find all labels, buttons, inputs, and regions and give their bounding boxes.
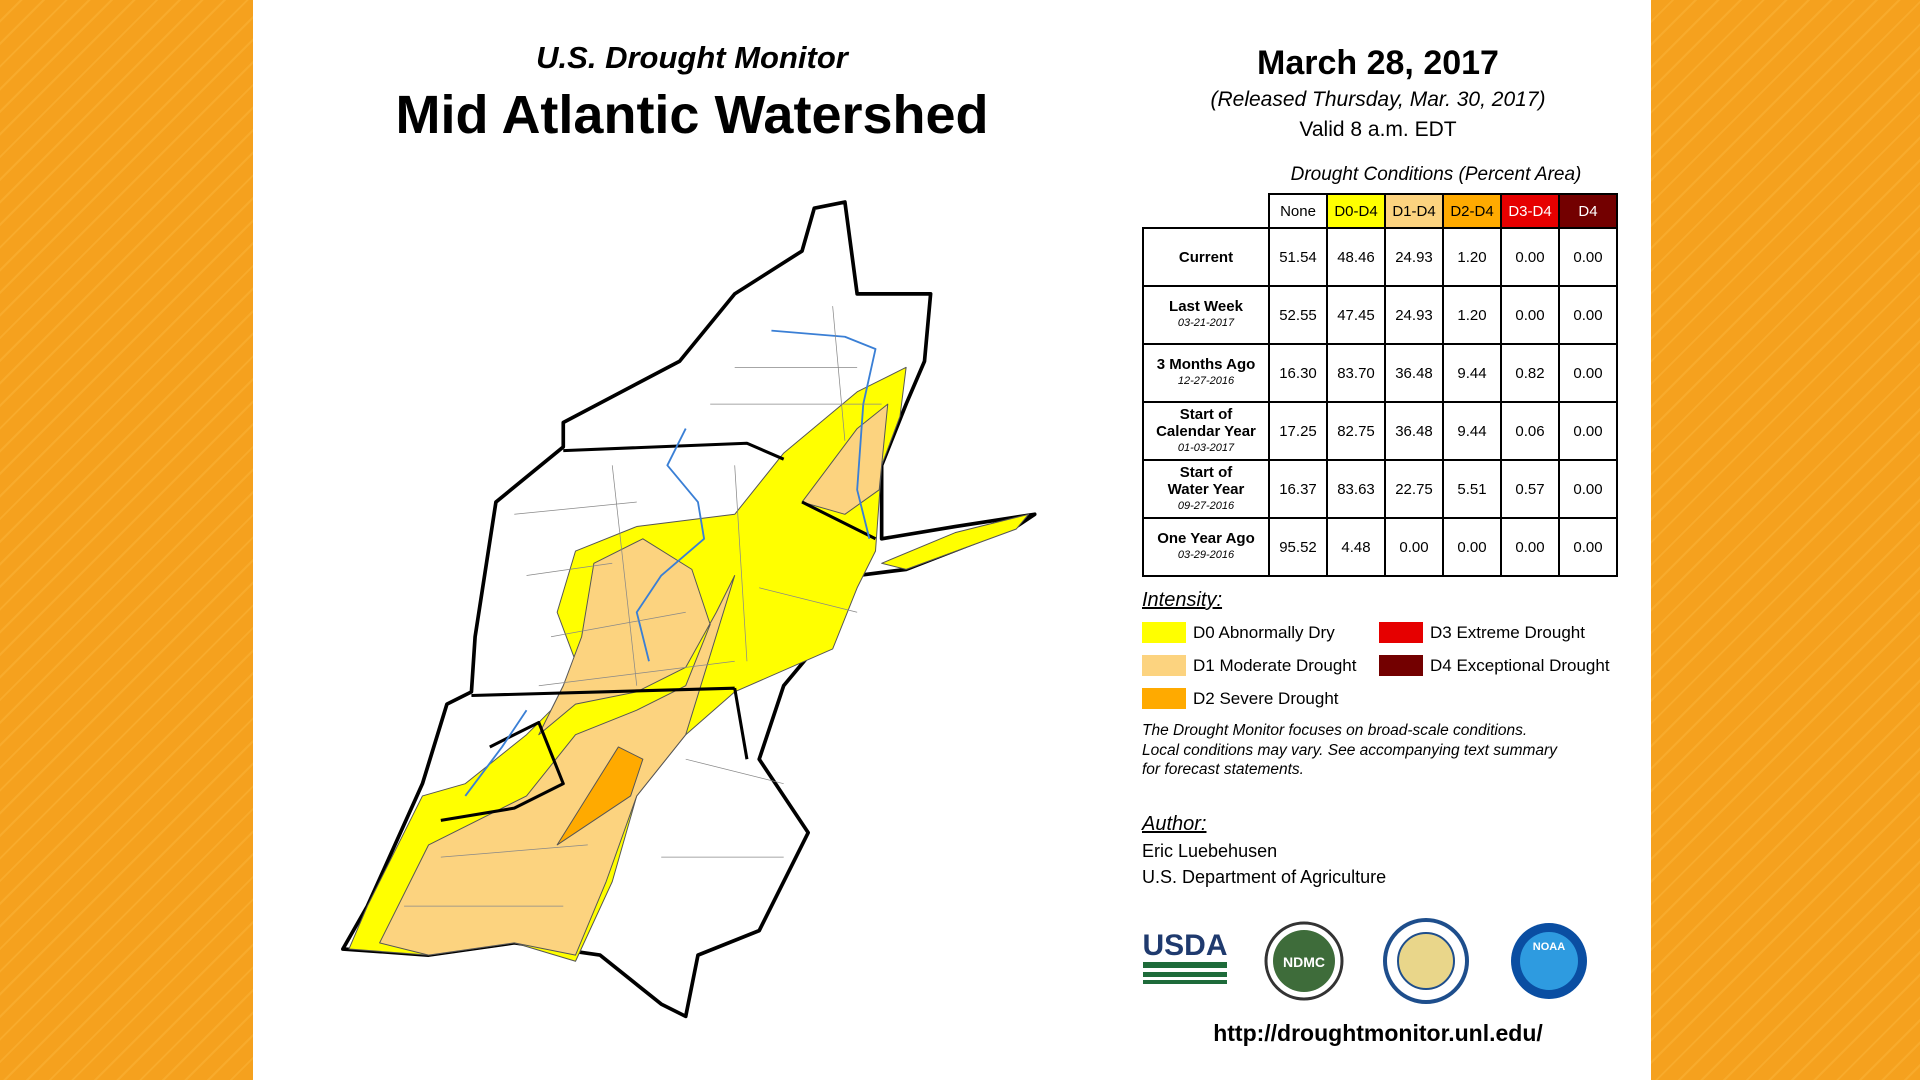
released: (Released Thursday, Mar. 30, 2017) xyxy=(1210,88,1546,111)
cell-value: 17.25 xyxy=(1268,401,1328,461)
row-label-text: Last Week xyxy=(1169,298,1243,315)
cell-value: 0.00 xyxy=(1384,517,1444,577)
map-title: U.S. Drought Monitor xyxy=(536,40,848,75)
cell-value: 0.00 xyxy=(1558,401,1618,461)
cell-value: 0.00 xyxy=(1558,343,1618,403)
row-date: 03-29-2016 xyxy=(1177,549,1235,561)
cell-value: 47.45 xyxy=(1326,285,1386,345)
cell-value: 51.54 xyxy=(1268,227,1328,287)
legend-swatch xyxy=(1379,655,1423,676)
legend-title: Intensity: xyxy=(1142,589,1223,611)
data-row: Start of Calendar Year 01-03-2017 17.25 82.7… xyxy=(1142,401,1618,461)
cell-value: 1.20 xyxy=(1442,285,1502,345)
table-caption: Drought Conditions (Percent Area) xyxy=(1290,164,1582,185)
cell-value: 83.70 xyxy=(1326,343,1386,403)
cell-value: 0.82 xyxy=(1500,343,1560,403)
cell-value: 0.06 xyxy=(1500,401,1560,461)
data-row: 3 Months Ago 12-27-2016 16.30 83.70 36.48 9.4… xyxy=(1142,343,1618,403)
cell-value: 24.93 xyxy=(1384,285,1444,345)
column-header: D0-D4 xyxy=(1326,193,1386,229)
note-line: The Drought Monitor focuses on broad-sca… xyxy=(1142,722,1528,739)
row-label-text: Start of xyxy=(1179,463,1233,481)
cell-value: 0.00 xyxy=(1500,227,1560,287)
cell-value: 95.52 xyxy=(1268,517,1328,577)
row-label: Last Week 03-21-2017 xyxy=(1142,285,1270,345)
cell-value: 0.57 xyxy=(1500,459,1560,519)
cell-value: 48.46 xyxy=(1326,227,1386,287)
author-org: U.S. Department of Agriculture xyxy=(1142,867,1387,887)
cell-value: 9.44 xyxy=(1442,401,1502,461)
drought-table: None D0-D4 D1-D4 D2-D4 D3-D4 D4 Current 51.54 48… xyxy=(1142,193,1618,577)
legend-swatch xyxy=(1142,655,1186,676)
row-label: Start of Water Year 09-27-2016 xyxy=(1142,459,1270,519)
cell-value: 1.20 xyxy=(1442,227,1502,287)
row-label: 3 Months Ago 12-27-2016 xyxy=(1142,343,1270,403)
legend-label: D0 Abnormally Dry xyxy=(1193,623,1335,642)
cell-value: 4.48 xyxy=(1326,517,1386,577)
note-line: Local conditions may vary. See accompany… xyxy=(1142,741,1557,759)
cell-value: 22.75 xyxy=(1384,459,1444,519)
author-heading: Author: xyxy=(1142,813,1207,835)
row-label-text: Water Year xyxy=(1167,480,1245,498)
cell-value: 24.93 xyxy=(1384,227,1444,287)
column-header: D4 xyxy=(1558,193,1618,229)
cell-value: 0.00 xyxy=(1558,227,1618,287)
cell-value: 0.00 xyxy=(1558,285,1618,345)
row-date: 12-27-2016 xyxy=(1177,375,1235,387)
column-header: D1-D4 xyxy=(1384,193,1444,229)
legend-label: D1 Moderate Drought xyxy=(1193,656,1357,675)
cell-value: 16.37 xyxy=(1268,459,1328,519)
cell-value: 36.48 xyxy=(1384,401,1444,461)
column-header: None xyxy=(1268,193,1328,229)
row-label: Start of Calendar Year 01-03-2017 xyxy=(1142,401,1270,461)
cell-value: 0.00 xyxy=(1442,517,1502,577)
valid-time: Valid 8 a.m. EDT xyxy=(1299,118,1457,141)
data-row: One Year Ago 03-29-2016 95.52 4.48 0.00 0.00 0… xyxy=(1142,517,1618,577)
blank-cell xyxy=(1143,194,1269,228)
row-date: 01-03-2017 xyxy=(1177,441,1235,454)
legend-label: D2 Severe Drought xyxy=(1193,689,1339,708)
cell-value: 0.00 xyxy=(1558,517,1618,577)
cell-value: 52.55 xyxy=(1268,285,1328,345)
data-row: Current 51.54 48.46 24.93 1.20 0.00 0.00 xyxy=(1142,227,1618,287)
column-header: D2-D4 xyxy=(1442,193,1502,229)
cell-value: 9.44 xyxy=(1442,343,1502,403)
note-line: for forecast statements. xyxy=(1142,761,1304,778)
legend-swatch xyxy=(1142,688,1186,709)
cell-value: 82.75 xyxy=(1326,401,1386,461)
date: March 28, 2017 xyxy=(1257,44,1499,82)
legend-swatch xyxy=(1142,622,1186,643)
url[interactable]: http://droughtmonitor.unl.edu/ xyxy=(1213,1020,1543,1046)
row-label: One Year Ago 03-29-2016 xyxy=(1142,517,1270,577)
data-row: Last Week 03-21-2017 52.55 47.45 24.93 1.20 0.… xyxy=(1142,285,1618,345)
cell-value: 5.51 xyxy=(1442,459,1502,519)
cell-value: 83.63 xyxy=(1326,459,1386,519)
legend-label: D3 Extreme Drought xyxy=(1430,623,1585,642)
column-header: D3-D4 xyxy=(1500,193,1560,229)
legend-label: D4 Exceptional Drought xyxy=(1430,656,1610,675)
row-label-text: Calendar Year xyxy=(1156,422,1256,440)
cell-value: 0.00 xyxy=(1558,459,1618,519)
cell-value: 0.00 xyxy=(1500,517,1560,577)
legend-swatch xyxy=(1379,622,1423,643)
cell-value: 36.48 xyxy=(1384,343,1444,403)
author-name: Eric Luebehusen xyxy=(1142,841,1278,861)
data-row: Start of Water Year 09-27-2016 16.37 83.63 22… xyxy=(1142,459,1618,519)
header-row: None D0-D4 D1-D4 D2-D4 D3-D4 D4 xyxy=(1143,193,1618,229)
cell-value: 16.30 xyxy=(1268,343,1328,403)
row-label-text: Current xyxy=(1178,248,1234,266)
row-label: Current xyxy=(1142,227,1270,287)
row-date: 09-27-2016 xyxy=(1177,499,1235,512)
row-label-text: One Year Ago xyxy=(1157,530,1255,547)
row-date: 03-21-2017 xyxy=(1177,317,1235,329)
cell-value: 0.00 xyxy=(1500,285,1560,345)
row-label-text: 3 Months Ago xyxy=(1156,356,1256,373)
row-label-text: Start of xyxy=(1179,405,1233,423)
map-subtitle: Mid Atlantic Watershed xyxy=(395,85,989,145)
